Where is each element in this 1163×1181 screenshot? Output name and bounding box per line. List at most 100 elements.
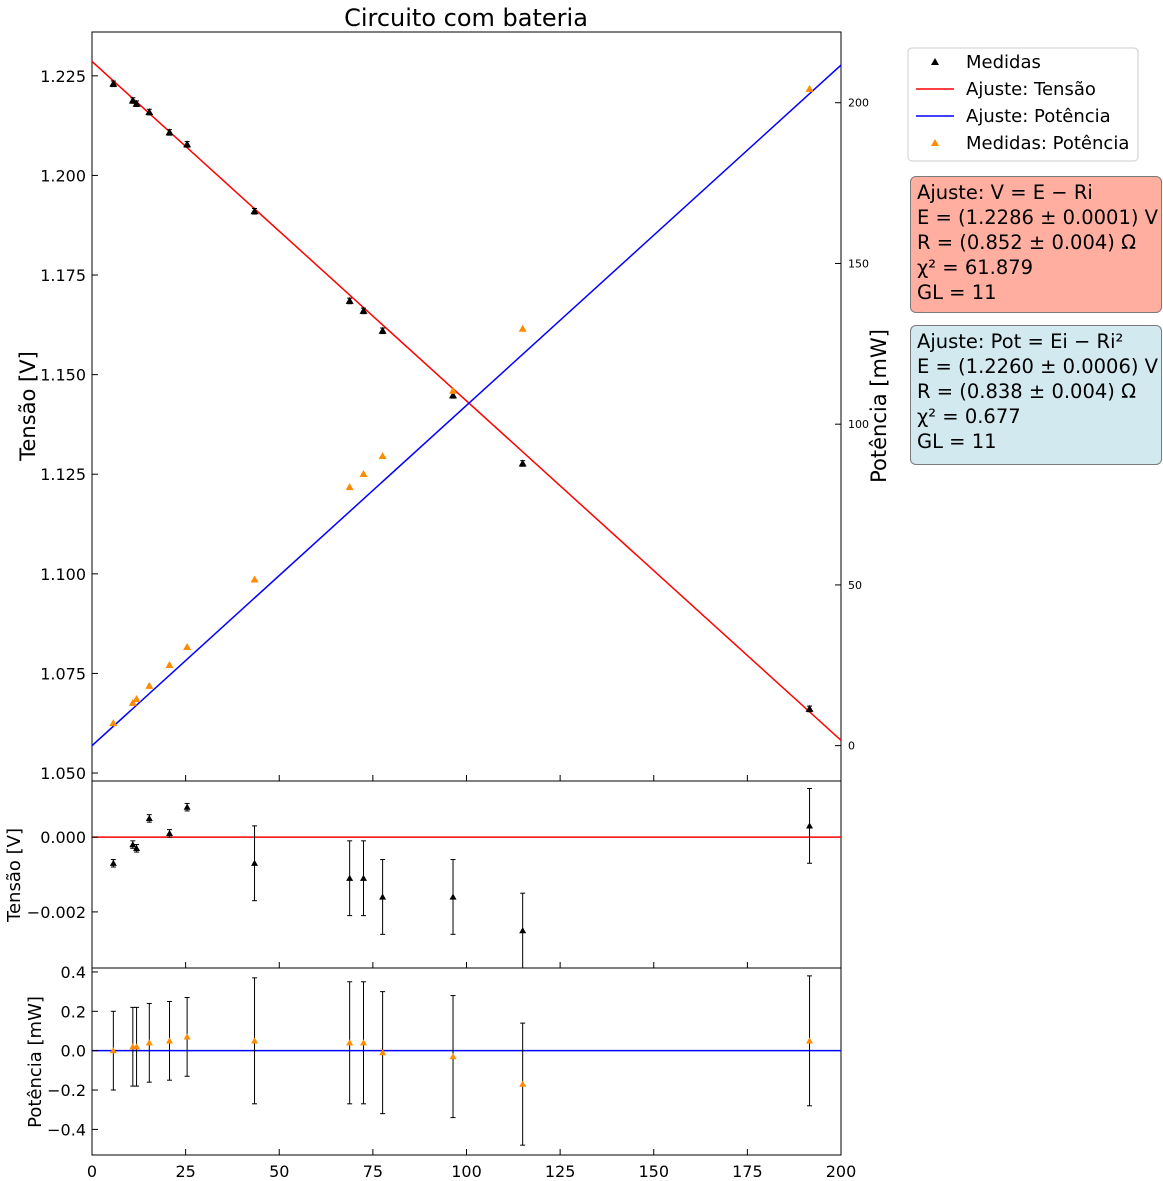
power-residual-y-tick-label: 0.4 xyxy=(61,963,86,982)
power-residual-point xyxy=(519,1080,527,1087)
legend-label: Medidas: Potência xyxy=(966,133,1129,154)
power-data-point xyxy=(805,84,814,92)
legend-item: Ajuste: Tensão xyxy=(916,79,1096,100)
voltage-fit-line: R = (0.852 ± 0.004) Ω xyxy=(917,231,1136,254)
power-data-point xyxy=(359,470,368,478)
main-y-tick-label: 1.225 xyxy=(40,67,86,86)
voltage-data-point xyxy=(165,128,174,136)
power-residual-point xyxy=(449,1053,457,1060)
main-y-tick-label: 1.125 xyxy=(40,465,86,484)
legend: Medidas Ajuste: Tensão Ajuste: Potência Med… xyxy=(907,47,1139,162)
power-residual-point xyxy=(251,1037,259,1044)
voltage-data-point xyxy=(250,207,259,215)
voltage-data-point xyxy=(805,704,814,712)
legend-item: Medidas xyxy=(931,52,1041,73)
power-residual-y-tick-label: −0.2 xyxy=(47,1081,86,1100)
power-fit-line: E = (1.2260 ± 0.0006) V xyxy=(917,355,1159,378)
main-plot-frame xyxy=(91,31,842,782)
power-residual-y-tick-label: −0.4 xyxy=(47,1120,86,1139)
main-y-tick-label: 1.050 xyxy=(40,764,86,783)
voltage-residual-point xyxy=(379,893,387,900)
power-residual-point xyxy=(346,1039,354,1046)
power-residual-point xyxy=(379,1049,387,1056)
main-y2-axis-label: Potência [mW] xyxy=(867,329,891,483)
power-residual-x-tick-label: 175 xyxy=(732,1162,763,1181)
power-data-point xyxy=(449,386,458,394)
voltage-residual-point xyxy=(360,874,368,881)
legend-label: Ajuste: Tensão xyxy=(966,79,1096,100)
voltage-residual-point xyxy=(449,893,457,900)
power-residual-panel: 0.4 0.2 0.0 −0.2 −0.4 0 25 50 75 100 125 150 175 200… xyxy=(25,963,856,1181)
main-y-axis-label: Tensão [V] xyxy=(16,351,40,462)
voltage-fit-line: Ajuste: V = E − Ri xyxy=(917,181,1093,204)
voltage-fit-line: GL = 11 xyxy=(917,281,997,304)
voltage-residual-point xyxy=(166,829,174,836)
voltage-residual-point xyxy=(109,859,117,866)
voltage-residual-point xyxy=(346,874,354,881)
legend-item: Medidas: Potência xyxy=(931,133,1129,154)
power-fit-line: Ajuste: Pot = Ei − Ri² xyxy=(917,330,1124,353)
voltage-data-point xyxy=(132,99,141,107)
voltage-data-point xyxy=(359,306,368,314)
voltage-fit-box: Ajuste: V = E − Ri E = (1.2286 ± 0.0001)… xyxy=(910,176,1162,313)
voltage-data-point xyxy=(345,296,354,304)
power-data-point xyxy=(378,452,387,460)
power-data-point xyxy=(250,575,259,583)
voltage-fit-line: E = (1.2286 ± 0.0001) V xyxy=(917,206,1159,229)
power-fit-box: Ajuste: Pot = Ei − Ri² E = (1.2260 ± 0.0… xyxy=(910,325,1162,465)
power-fit-line xyxy=(92,64,841,747)
power-residual-x-tick-label: 50 xyxy=(269,1162,289,1181)
voltage-fit-line xyxy=(92,60,841,741)
legend-triangle-marker xyxy=(931,139,939,146)
power-residual-point xyxy=(360,1039,368,1046)
main-y2-tick-label: 200 xyxy=(848,97,869,110)
power-residual-point xyxy=(166,1037,174,1044)
power-data-point xyxy=(145,681,154,689)
power-data-point xyxy=(128,698,137,706)
voltage-data-point xyxy=(378,326,387,334)
power-data-point xyxy=(165,660,174,668)
main-y-tick-label: 1.150 xyxy=(40,366,86,385)
power-residual-point xyxy=(183,1033,191,1040)
voltage-data-point xyxy=(183,140,192,148)
power-residual-x-tick-label: 25 xyxy=(175,1162,195,1181)
power-data-point xyxy=(345,483,354,491)
voltage-residual-point xyxy=(251,859,259,866)
voltage-data-point xyxy=(128,96,137,104)
power-residual-x-tick-label: 100 xyxy=(451,1162,482,1181)
power-residual-x-tick-label: 150 xyxy=(638,1162,669,1181)
main-y2-tick-label: 50 xyxy=(848,579,862,592)
main-y2-tick-label: 0 xyxy=(848,740,855,753)
main-y2-tick-label: 150 xyxy=(848,257,869,270)
power-fit-line: GL = 11 xyxy=(917,430,997,453)
power-residual-y-tick-label: 0.0 xyxy=(61,1042,86,1061)
power-residual-point xyxy=(145,1039,153,1046)
power-fit-line: R = (0.838 ± 0.004) Ω xyxy=(917,380,1136,403)
voltage-residual-point xyxy=(133,844,141,851)
voltage-residual-panel: 0.000 −0.002 Tensão [V] xyxy=(4,780,842,969)
voltage-residual-point xyxy=(129,841,137,848)
power-residual-point xyxy=(806,1037,814,1044)
legend-label: Medidas xyxy=(966,52,1041,73)
voltage-residual-point xyxy=(183,803,191,810)
main-y-tick-label: 1.075 xyxy=(40,664,86,683)
power-residual-y-axis-label: Potência [mW] xyxy=(25,996,46,1128)
voltage-data-point xyxy=(145,108,154,116)
voltage-data-point xyxy=(518,459,527,467)
legend-frame xyxy=(907,47,1139,162)
main-y-tick-label: 1.200 xyxy=(40,166,86,185)
power-residual-x-tick-label: 200 xyxy=(826,1162,857,1181)
chart-title: Circuito com bateria xyxy=(344,4,588,32)
power-residual-point xyxy=(133,1043,141,1050)
legend-item: Ajuste: Potência xyxy=(916,106,1111,127)
voltage-residual-point xyxy=(519,927,527,934)
voltage-fit-line: χ² = 61.879 xyxy=(917,256,1034,279)
voltage-residual-y-tick-label: 0.000 xyxy=(40,828,86,847)
legend-triangle-marker xyxy=(931,58,939,65)
power-residual-x-tick-label: 75 xyxy=(363,1162,383,1181)
main-y2-tick-label: 100 xyxy=(848,418,869,431)
voltage-residual-frame xyxy=(91,780,842,969)
voltage-data-point xyxy=(109,79,118,87)
main-y-tick-label: 1.175 xyxy=(40,266,86,285)
